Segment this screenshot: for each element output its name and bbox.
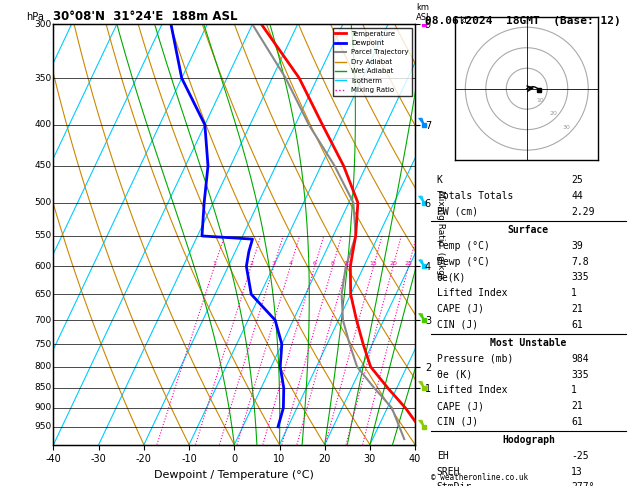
Text: hPa: hPa	[26, 12, 44, 22]
Legend: Temperature, Dewpoint, Parcel Trajectory, Dry Adiabat, Wet Adiabat, Isotherm, Mi: Temperature, Dewpoint, Parcel Trajectory…	[333, 28, 411, 96]
Text: CIN (J): CIN (J)	[437, 417, 478, 427]
Text: Temp (°C): Temp (°C)	[437, 241, 489, 251]
Text: 61: 61	[571, 417, 583, 427]
Text: 1: 1	[571, 288, 577, 298]
Text: 335: 335	[571, 273, 589, 282]
Text: 8: 8	[331, 261, 335, 266]
Text: 08.06.2024  18GMT  (Base: 12): 08.06.2024 18GMT (Base: 12)	[425, 16, 620, 26]
Text: Lifted Index: Lifted Index	[437, 385, 507, 395]
Text: 20: 20	[389, 261, 397, 266]
Text: 900: 900	[35, 403, 52, 413]
Text: 1: 1	[213, 261, 216, 266]
Text: K: K	[437, 175, 443, 185]
Text: 700: 700	[35, 315, 52, 325]
Text: SREH: SREH	[437, 467, 460, 477]
Text: EH: EH	[437, 451, 448, 461]
Text: θe (K): θe (K)	[437, 369, 472, 380]
Text: 30°08'N  31°24'E  188m ASL: 30°08'N 31°24'E 188m ASL	[53, 10, 238, 23]
Text: 61: 61	[571, 320, 583, 330]
Text: 13: 13	[571, 467, 583, 477]
Text: 300: 300	[35, 20, 52, 29]
Text: θe(K): θe(K)	[437, 273, 466, 282]
Text: km
ASL: km ASL	[416, 3, 431, 22]
Text: 550: 550	[35, 231, 52, 241]
Text: 25: 25	[571, 175, 583, 185]
Text: 400: 400	[35, 120, 52, 129]
Text: 3: 3	[272, 261, 276, 266]
Text: CAPE (J): CAPE (J)	[437, 304, 484, 314]
X-axis label: Dewpoint / Temperature (°C): Dewpoint / Temperature (°C)	[154, 470, 314, 480]
Text: 450: 450	[35, 161, 52, 171]
Text: 350: 350	[35, 73, 52, 83]
Text: Dewp (°C): Dewp (°C)	[437, 257, 489, 267]
Text: 10: 10	[537, 98, 544, 103]
Text: 30: 30	[563, 124, 571, 130]
Text: 15: 15	[370, 261, 377, 266]
Text: 6: 6	[313, 261, 316, 266]
Text: 2.29: 2.29	[571, 207, 595, 217]
Text: 20: 20	[550, 111, 557, 116]
Text: PW (cm): PW (cm)	[437, 207, 478, 217]
Text: Hodograph: Hodograph	[502, 435, 555, 445]
Text: 39: 39	[571, 241, 583, 251]
Text: Pressure (mb): Pressure (mb)	[437, 354, 513, 364]
Text: 1: 1	[571, 385, 577, 395]
Text: 21: 21	[571, 401, 583, 411]
Text: 21: 21	[571, 304, 583, 314]
Text: 277°: 277°	[571, 483, 595, 486]
Text: 500: 500	[35, 198, 52, 207]
Text: 850: 850	[35, 383, 52, 392]
Text: Surface: Surface	[508, 225, 549, 235]
Text: 2: 2	[249, 261, 253, 266]
Text: 800: 800	[35, 362, 52, 371]
Text: kt: kt	[459, 16, 468, 25]
Text: Most Unstable: Most Unstable	[490, 338, 567, 348]
Text: 650: 650	[35, 290, 52, 299]
Y-axis label: Mixing Ratio  (g/kg): Mixing Ratio (g/kg)	[436, 190, 445, 279]
Text: 984: 984	[571, 354, 589, 364]
Text: CAPE (J): CAPE (J)	[437, 401, 484, 411]
Text: CIN (J): CIN (J)	[437, 320, 478, 330]
Text: 600: 600	[35, 262, 52, 271]
Text: 4: 4	[288, 261, 292, 266]
Text: 10: 10	[343, 261, 351, 266]
Text: StmDir: StmDir	[437, 483, 472, 486]
Text: © weatheronline.co.uk: © weatheronline.co.uk	[431, 473, 528, 482]
Text: Lifted Index: Lifted Index	[437, 288, 507, 298]
Text: 25: 25	[404, 261, 413, 266]
Text: Totals Totals: Totals Totals	[437, 191, 513, 201]
Text: 950: 950	[35, 422, 52, 431]
Text: 7.8: 7.8	[571, 257, 589, 267]
Text: -25: -25	[571, 451, 589, 461]
Text: 750: 750	[35, 340, 52, 349]
Text: 44: 44	[571, 191, 583, 201]
Text: 335: 335	[571, 369, 589, 380]
